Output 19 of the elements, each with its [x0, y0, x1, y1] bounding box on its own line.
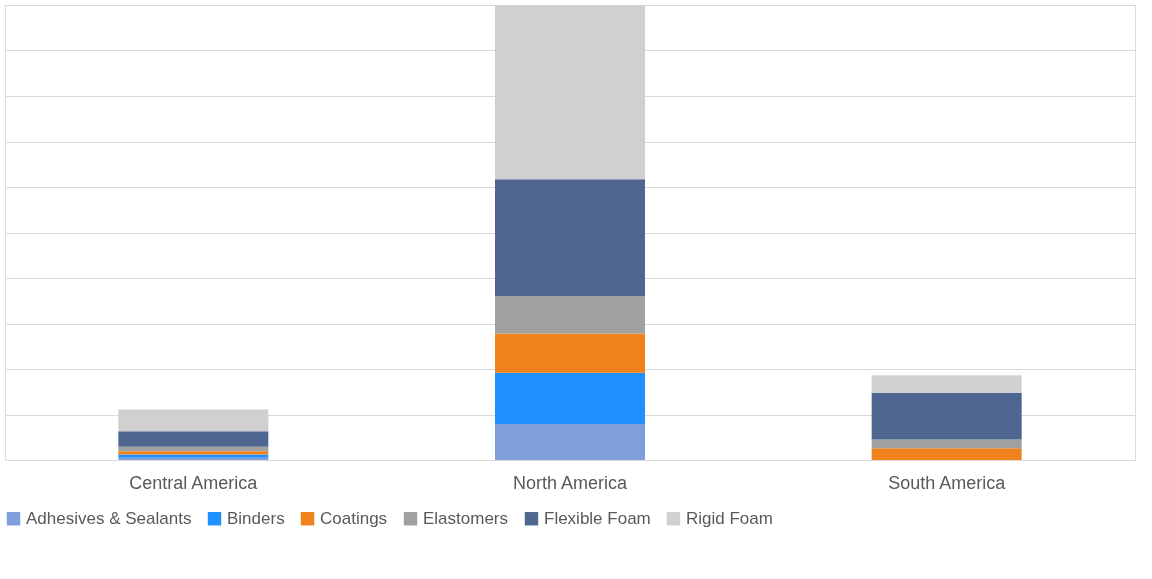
x-tick-label: North America: [512, 472, 628, 493]
bar: [495, 372, 645, 425]
legend-label: Rigid Foam: [686, 508, 773, 528]
bar: [495, 179, 645, 297]
bar: [871, 375, 1022, 393]
bar: [495, 424, 645, 460]
legend-label: Flexible Foam: [544, 508, 651, 528]
bar: [495, 296, 645, 334]
legend-label: Adhesives & Sealants: [26, 508, 192, 528]
legend-label: Coatings: [320, 508, 388, 528]
legend-label: Binders: [227, 508, 285, 528]
legend-label: Elastomers: [423, 508, 509, 528]
bar: [495, 333, 645, 373]
bar: [118, 431, 269, 447]
bar: [871, 448, 1022, 460]
bar: [871, 392, 1022, 440]
x-tick-label: Central America: [129, 472, 259, 493]
x-tick-label: South America: [888, 472, 1007, 493]
bar: [871, 439, 1022, 449]
